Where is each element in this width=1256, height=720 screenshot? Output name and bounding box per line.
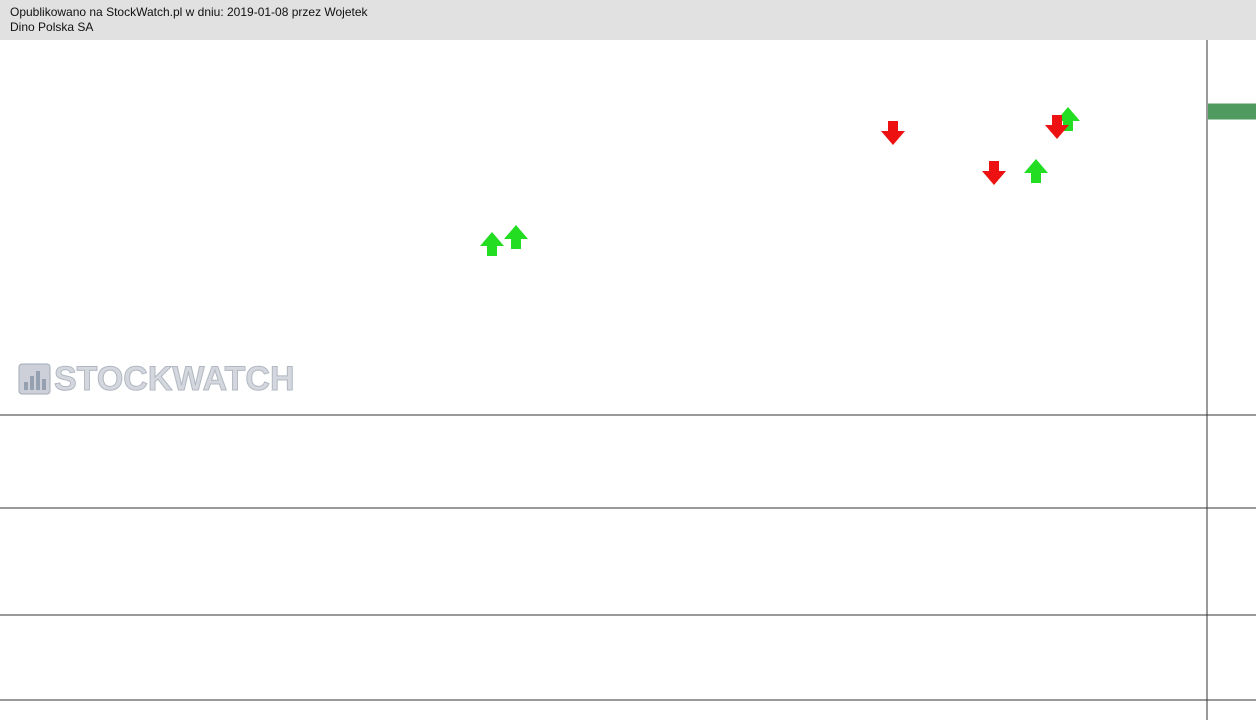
watermark-logo xyxy=(24,382,28,390)
header-bar xyxy=(0,0,1256,40)
sell-signal xyxy=(982,161,1006,185)
buy-signal xyxy=(1056,107,1080,131)
sell-signal xyxy=(881,121,905,145)
buy-signal xyxy=(504,225,528,249)
watermark: STOCKWATCH xyxy=(18,359,295,398)
sell-signal xyxy=(1045,115,1069,139)
signals xyxy=(480,107,1080,256)
watermark-text: STOCKWATCH xyxy=(54,360,295,398)
last-price-tag xyxy=(1208,103,1256,120)
buy-signal xyxy=(1024,159,1048,183)
buy-signal xyxy=(480,232,504,256)
watermark-logo xyxy=(36,371,40,390)
watermark-logo xyxy=(30,376,34,390)
labels xyxy=(1208,103,1256,120)
watermark-logo xyxy=(42,379,46,390)
frame xyxy=(0,40,1256,720)
header-line: Opublikowano na StockWatch.pl w dniu: 20… xyxy=(10,5,369,19)
header-line: Dino Polska SA xyxy=(10,20,93,34)
